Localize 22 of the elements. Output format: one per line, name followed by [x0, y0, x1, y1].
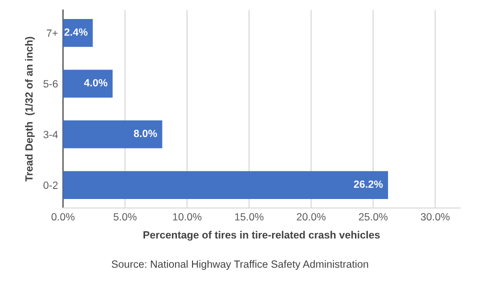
bar — [63, 19, 93, 47]
x-tick-label: 0.0% — [52, 213, 74, 221]
x-tick-label: 25.0% — [358, 213, 388, 221]
data-label: 4.0% — [84, 79, 108, 86]
x-tick-label: 10.0% — [173, 213, 202, 221]
x-tick-label: 30.0% — [420, 213, 450, 221]
x-tick-label: 15.0% — [235, 213, 264, 221]
source-note: Source: National Highway Traffice Safety Administration — [112, 260, 368, 270]
y-tick-label: 0-2 — [43, 182, 58, 189]
y-tick-label: 7+ — [46, 30, 58, 37]
bar — [63, 70, 113, 98]
data-label: 2.4% — [64, 28, 88, 36]
data-label: 26.2% — [354, 180, 383, 188]
bar — [63, 120, 162, 148]
y-tick-label: 5-6 — [44, 80, 58, 88]
data-label: 8.0% — [134, 130, 158, 138]
x-axis-title: Percentage of tires in tire-related crash vehicles — [144, 230, 380, 241]
y-tick-label: 3-4 — [43, 130, 58, 138]
x-tick-label: 5.0% — [114, 213, 137, 221]
bar — [63, 171, 388, 199]
y-axis-title: Tread Depth (1/32 of an inch) — [25, 36, 35, 182]
x-tick-label: 20.0% — [296, 213, 326, 221]
